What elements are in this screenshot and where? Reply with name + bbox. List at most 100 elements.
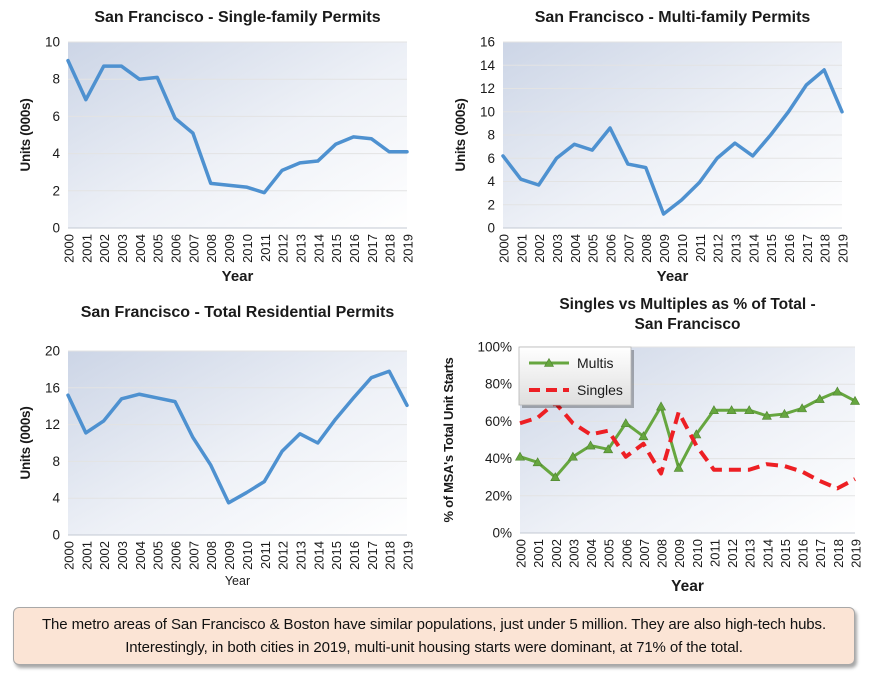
- x-tick-label: 2005: [151, 234, 166, 263]
- x-tick-label: 2018: [383, 234, 398, 263]
- x-tick-label: 2017: [365, 234, 380, 263]
- x-tick-label: 2011: [258, 234, 273, 262]
- x-tick-label: 2018: [818, 234, 833, 263]
- chart-title: San Francisco: [635, 316, 741, 333]
- y-tick-label: 0: [52, 221, 60, 236]
- x-tick-label: 2014: [311, 541, 326, 570]
- y-tick-label: 12: [480, 81, 495, 96]
- x-axis-label: Year: [225, 574, 250, 588]
- x-tick-label: 2011: [707, 539, 722, 567]
- x-tick-label: 2003: [115, 541, 130, 570]
- x-axis-label: Year: [657, 268, 689, 285]
- x-tick-label: 2000: [514, 539, 529, 568]
- triangle-marker: [638, 431, 649, 441]
- x-tick-label: 2002: [549, 539, 564, 568]
- x-tick-label: 2005: [602, 539, 617, 568]
- x-tick-label: 2019: [401, 234, 416, 263]
- x-tick-label: 2009: [672, 539, 687, 568]
- triangle-marker: [761, 410, 772, 420]
- triangle-marker: [832, 386, 843, 396]
- y-tick-label: 8: [52, 454, 60, 469]
- y-tick-label: 40%: [485, 451, 512, 466]
- x-tick-label: 2006: [604, 234, 619, 263]
- x-tick-label: 2014: [311, 234, 326, 263]
- triangle-marker: [603, 444, 614, 454]
- triangle-marker: [532, 457, 543, 467]
- x-tick-label: 2012: [276, 541, 291, 570]
- triangle-marker: [814, 393, 825, 403]
- x-tick-label: 2006: [169, 234, 184, 263]
- x-tick-label: 2018: [831, 539, 846, 568]
- x-tick-label: 2006: [619, 539, 634, 568]
- x-tick-label: 2008: [204, 234, 219, 263]
- y-axis-label: Units (000s): [18, 99, 33, 172]
- x-tick-label: 2018: [383, 541, 398, 570]
- x-tick-label: 2006: [169, 541, 184, 570]
- y-tick-label: 10: [45, 35, 60, 50]
- y-tick-label: 100%: [477, 340, 512, 355]
- x-tick-label: 2000: [62, 234, 77, 263]
- x-tick-label: 2001: [79, 234, 94, 263]
- legend-label: Multis: [577, 355, 614, 371]
- x-tick-label: 2001: [514, 234, 529, 263]
- x-tick-label: 2017: [365, 541, 380, 570]
- x-tick-label: 2013: [293, 541, 308, 570]
- y-tick-label: 4: [52, 146, 60, 161]
- y-tick-label: 0: [487, 221, 495, 236]
- x-tick-label: 2016: [796, 539, 811, 568]
- x-axis-label: Year: [671, 578, 704, 595]
- caption-box: The metro areas of San Francisco & Bosto…: [13, 607, 855, 665]
- x-tick-label: 2005: [151, 541, 166, 570]
- x-tick-label: 2007: [637, 539, 652, 568]
- x-tick-label: 2008: [655, 539, 670, 568]
- y-tick-label: 16: [480, 35, 495, 50]
- y-tick-label: 4: [487, 174, 495, 189]
- triangle-marker: [620, 418, 631, 428]
- y-tick-label: 8: [52, 72, 60, 87]
- x-tick-label: 2014: [760, 539, 775, 568]
- x-tick-label: 2017: [800, 234, 815, 263]
- x-tick-label: 2007: [621, 234, 636, 263]
- x-tick-label: 2013: [728, 234, 743, 263]
- caption-line-2: Interestingly, in both cities in 2019, m…: [125, 639, 743, 656]
- y-tick-label: 0: [52, 528, 60, 543]
- legend-triangle-marker: [543, 357, 555, 367]
- triangle-marker: [708, 405, 719, 415]
- triangle-marker: [779, 408, 790, 418]
- x-tick-label: 2002: [97, 234, 112, 263]
- triangle-marker: [744, 405, 755, 415]
- x-tick-label: 2001: [79, 541, 94, 570]
- x-tick-label: 2007: [186, 541, 201, 570]
- x-tick-label: 2002: [532, 234, 547, 263]
- x-tick-label: 2012: [276, 234, 291, 263]
- triangle-marker: [567, 451, 578, 461]
- x-tick-label: 2005: [586, 234, 601, 263]
- x-tick-label: 2015: [329, 234, 344, 263]
- x-tick-label: 2009: [222, 234, 237, 263]
- triangle-marker: [797, 403, 808, 413]
- x-tick-label: 2010: [240, 234, 255, 263]
- y-tick-label: 12: [45, 417, 60, 432]
- y-tick-label: 16: [45, 380, 60, 395]
- x-tick-label: 2011: [258, 541, 273, 569]
- x-tick-label: 2015: [329, 541, 344, 570]
- triangle-marker: [691, 429, 702, 439]
- x-tick-label: 2015: [764, 234, 779, 263]
- series-line-multi-family-permits: [501, 68, 844, 216]
- y-tick-label: 0%: [492, 526, 512, 541]
- series-line-total-residential-permits: [66, 369, 409, 505]
- triangle-marker: [550, 472, 561, 481]
- x-tick-label: 2016: [782, 234, 797, 263]
- x-tick-label: 2011: [693, 234, 708, 262]
- x-tick-label: 2009: [222, 541, 237, 570]
- x-tick-label: 2010: [240, 541, 255, 570]
- y-tick-label: 2: [487, 197, 495, 212]
- x-tick-label: 2016: [347, 234, 362, 263]
- y-axis-label: Units (000s): [18, 407, 33, 480]
- chart-title: San Francisco - Single-family Permits: [94, 9, 380, 26]
- y-tick-label: 8: [487, 128, 495, 143]
- x-tick-label: 2003: [550, 234, 565, 263]
- triangle-marker: [514, 451, 526, 461]
- legend-label: Singles: [577, 382, 623, 398]
